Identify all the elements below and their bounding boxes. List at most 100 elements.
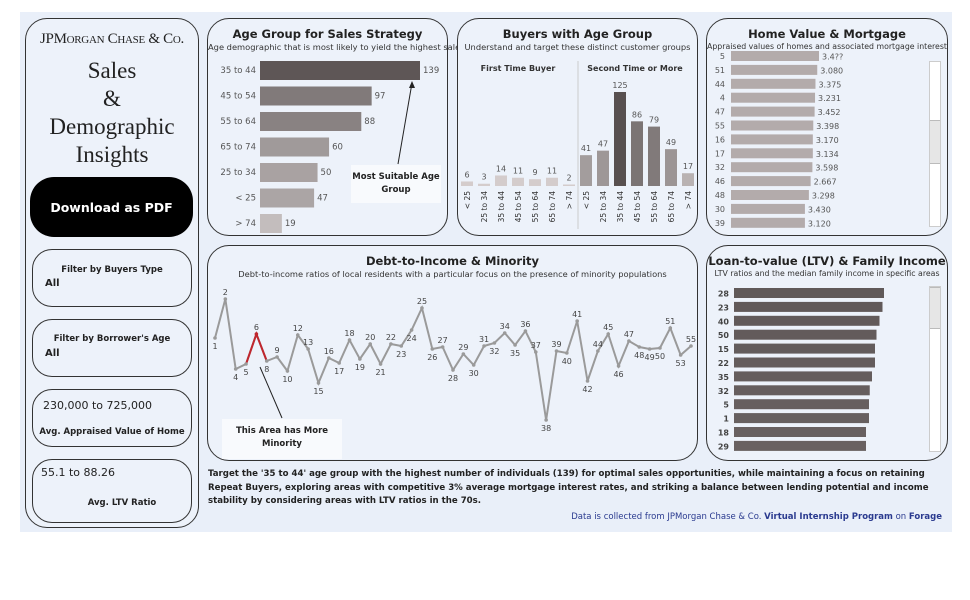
title-line: Demographic: [49, 114, 175, 139]
debt-point: [575, 319, 579, 323]
age-value-label: 88: [364, 117, 375, 127]
source-link[interactable]: Virtual Internship Program: [764, 512, 893, 522]
debt-point: [502, 331, 507, 335]
debt-point-label: 49: [645, 353, 655, 362]
debt-point: [471, 363, 476, 367]
ltv-scrollbar[interactable]: [929, 286, 941, 452]
debt-income-panel: Debt-to-Income & Minority Debt-to-income…: [207, 245, 698, 461]
debt-point-label: 22: [386, 333, 396, 342]
home-bar: [731, 203, 805, 214]
debt-point: [637, 345, 642, 349]
age-bar: [260, 86, 372, 106]
home-bar: [731, 148, 813, 159]
debt-point-label: 27: [438, 336, 448, 345]
debt-point: [275, 355, 279, 359]
home-tick-label: 30: [715, 205, 725, 214]
kpi-ltv-ratio: 55.1 to 88.26 Avg. LTV Ratio: [32, 459, 192, 523]
buyers-bar: [648, 126, 660, 186]
buyers-value-label: 6: [464, 170, 469, 179]
filter-borrower-age[interactable]: Filter by Borrower's Age All: [32, 319, 192, 377]
buyers-tick-label: 55 to 64: [650, 191, 659, 223]
debt-point-label: 47: [624, 330, 634, 339]
buyers-tick-label: 25 to 34: [599, 191, 608, 223]
age-value-label: 139: [423, 66, 439, 76]
buyers-bar: [461, 181, 473, 186]
ltv-bar-chart: 28 23 40 50 15 22 35 32 5 1 18 29: [718, 288, 884, 451]
debt-line: [214, 298, 692, 421]
home-bar-chart: 5 3.4?? 51 3.080 44 3.375 4 3.231 47 3.452 55 3.398…: [715, 51, 843, 228]
debt-point: [482, 344, 486, 348]
home-tick-label: 17: [715, 149, 725, 158]
age-tick-label: 25 to 34: [220, 168, 256, 178]
buyers-bar: [665, 149, 677, 186]
scrollbar-thumb[interactable]: [930, 120, 940, 164]
debt-point-label: 1: [212, 342, 217, 351]
kpi-value: 55.1 to 88.26: [41, 466, 116, 479]
debt-point-label: 39: [551, 340, 561, 349]
buyers-value-label: 47: [598, 140, 608, 149]
debt-point-label: 21: [375, 368, 385, 377]
ltv-bar: [734, 329, 877, 340]
debt-point: [668, 326, 673, 330]
buyers-bar: [580, 155, 592, 186]
panel-subtitle: Appraised values of homes and associated…: [707, 42, 948, 51]
home-bar: [731, 162, 813, 173]
home-bar: [731, 176, 811, 187]
home-scrollbar[interactable]: [929, 61, 941, 227]
debt-point: [409, 328, 414, 332]
debt-point: [316, 381, 321, 385]
buyers-bar: [495, 175, 507, 186]
summary-text: Target the '35 to 44' age group with the…: [208, 469, 929, 506]
title-line: Sales: [87, 58, 137, 83]
debt-point-label: 34: [500, 322, 510, 331]
buyers-value-label: 11: [513, 167, 523, 176]
home-bar: [731, 190, 809, 200]
home-tick-label: 5: [720, 52, 725, 61]
panel-title: Loan-to-value (LTV) & Family Income: [708, 254, 946, 268]
age-value-label: 60: [332, 143, 343, 153]
home-bar: [731, 106, 815, 117]
ltv-tick-label: 35: [718, 373, 730, 382]
buyers-tick-label: 65 to 74: [548, 191, 557, 223]
age-bar: [260, 188, 315, 208]
home-tick-label: 55: [715, 122, 725, 131]
forage-link[interactable]: Forage: [908, 512, 942, 522]
age-value-label: 47: [317, 194, 328, 204]
home-tick-label: 39: [715, 219, 725, 228]
ltv-bar: [734, 357, 875, 368]
minority-annotation: This Area has More Minority: [222, 419, 342, 459]
debt-point: [399, 344, 404, 348]
ltv-tick-label: 50: [718, 331, 730, 340]
filter-buyers-type[interactable]: Filter by Buyers Type All: [32, 249, 192, 307]
debt-point-label: 32: [489, 347, 499, 356]
debt-point-label: 4: [233, 373, 238, 382]
kpi-label: Avg. LTV Ratio: [87, 498, 157, 508]
debt-point: [658, 346, 662, 350]
debt-point: [378, 362, 383, 366]
ltv-panel: Loan-to-value (LTV) & Family Income LTV …: [706, 245, 948, 461]
debt-point: [523, 329, 528, 333]
filter-value[interactable]: All: [45, 278, 60, 289]
age-tick-label: 45 to 54: [220, 92, 256, 102]
home-bar: [731, 64, 818, 75]
debt-point: [420, 306, 424, 310]
filter-value[interactable]: All: [45, 348, 60, 359]
debt-point-label: 51: [665, 317, 675, 326]
home-tick-label: 51: [715, 66, 725, 75]
debt-point: [285, 369, 290, 373]
scrollbar-thumb[interactable]: [930, 287, 940, 329]
ltv-bar: [734, 343, 875, 354]
debt-point-label: 23: [396, 350, 406, 359]
buyers-panel: Buyers with Age Group Understand and tar…: [457, 18, 698, 236]
debt-point: [295, 333, 300, 337]
home-bar: [731, 217, 805, 228]
debt-point: [585, 379, 590, 383]
age-value-label: 19: [285, 219, 296, 229]
panel-title: Buyers with Age Group: [502, 27, 653, 41]
download-pdf-button[interactable]: Download as PDF: [30, 177, 193, 237]
buyers-tick-label: 55 to 64: [531, 191, 540, 223]
debt-point-label: 24: [407, 334, 417, 343]
age-tick-label: > 74: [235, 219, 256, 229]
home-value-label: 3.120: [808, 219, 831, 228]
buyers-value-label: 3: [481, 173, 486, 182]
